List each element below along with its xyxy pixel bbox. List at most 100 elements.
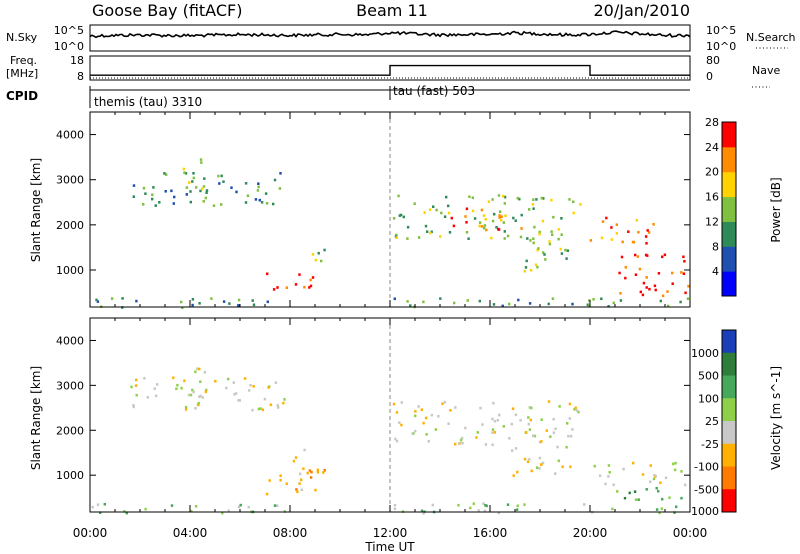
power-cell bbox=[532, 241, 535, 245]
power-cell bbox=[503, 202, 506, 205]
velocity-cell bbox=[658, 511, 661, 515]
power-cell bbox=[642, 281, 646, 285]
power-cell bbox=[432, 205, 435, 208]
velocity-cell bbox=[660, 507, 663, 510]
power-cell bbox=[311, 276, 315, 279]
velocity-colorbar-tick: -1000 bbox=[687, 505, 719, 518]
velocity-cell bbox=[545, 429, 548, 432]
power-cell bbox=[204, 196, 207, 200]
velocity-cell bbox=[530, 469, 533, 473]
power-cell bbox=[491, 219, 495, 223]
velocity-colorbar-swatch bbox=[722, 489, 736, 513]
freq-strip-frame bbox=[89, 55, 691, 81]
power-cell bbox=[588, 299, 591, 302]
velocity-cell bbox=[259, 407, 262, 410]
velocity-cell bbox=[184, 405, 188, 409]
velocity-cell bbox=[491, 428, 495, 431]
velocity-cell bbox=[668, 496, 671, 499]
velocity-cell bbox=[414, 414, 417, 418]
power-cell bbox=[272, 202, 275, 206]
velocity-colorbar-tick: 25 bbox=[705, 415, 719, 428]
velocity-cell bbox=[528, 406, 531, 409]
power-cell bbox=[484, 218, 487, 221]
velocity-cell bbox=[561, 465, 564, 469]
velocity-cell bbox=[434, 428, 438, 431]
power-colorbar-frame bbox=[721, 121, 737, 297]
velocity-cell bbox=[268, 479, 271, 482]
power-cell bbox=[548, 240, 551, 243]
power-cell bbox=[478, 221, 482, 224]
power-cell bbox=[447, 204, 450, 208]
power-cell bbox=[615, 232, 618, 235]
x-tick-label: 04:00 bbox=[173, 526, 208, 540]
velocity-cell bbox=[538, 440, 542, 444]
velocity-cell bbox=[491, 431, 494, 434]
power-cell bbox=[557, 228, 561, 231]
power-cell bbox=[661, 255, 664, 259]
velocity-cell bbox=[554, 472, 557, 475]
power-cell bbox=[110, 297, 114, 300]
velocity-cell bbox=[674, 461, 677, 465]
power-cell bbox=[550, 230, 553, 233]
power-cell bbox=[520, 213, 523, 217]
velocity-colorbar-tick: 500 bbox=[698, 370, 719, 383]
power-cell bbox=[202, 185, 206, 188]
freq-series-line bbox=[90, 64, 690, 76]
velocity-colorbar-tick: 1000 bbox=[691, 347, 719, 360]
power-cell bbox=[503, 195, 507, 199]
power-cell bbox=[465, 207, 469, 211]
power-cell bbox=[500, 218, 503, 222]
power-cell bbox=[648, 287, 651, 291]
power-cell bbox=[480, 225, 484, 228]
power-cell bbox=[537, 247, 540, 250]
velocity-cell bbox=[227, 509, 230, 513]
velocity-cell bbox=[528, 458, 531, 461]
velocity-cell bbox=[483, 509, 487, 513]
velocity-cell bbox=[457, 503, 460, 507]
power-cell bbox=[504, 214, 507, 217]
velocity-colorbar-swatch bbox=[722, 421, 736, 445]
velocity-cell bbox=[511, 449, 514, 452]
velocity-cell bbox=[634, 498, 638, 501]
power-cell bbox=[395, 233, 398, 237]
power-cell bbox=[191, 180, 194, 183]
velocity-cell bbox=[143, 376, 146, 380]
power-colorbar-tick: 20 bbox=[705, 166, 719, 179]
velocity-cell bbox=[569, 434, 573, 438]
velocity-ytick-label: 2000 bbox=[56, 424, 84, 437]
power-colorbar-swatch bbox=[722, 246, 736, 272]
power-cell bbox=[399, 213, 403, 217]
velocity-cell bbox=[316, 470, 320, 474]
power-cell bbox=[439, 297, 442, 300]
power-cell bbox=[560, 252, 564, 255]
power-cell bbox=[203, 177, 206, 180]
power-cell bbox=[528, 208, 531, 211]
velocity-cell bbox=[420, 509, 424, 513]
velocity-cell bbox=[441, 402, 444, 405]
power-cell bbox=[464, 215, 467, 218]
velocity-cell bbox=[527, 416, 530, 419]
power-cell bbox=[189, 200, 192, 204]
nsky-tick-bottom: 10^0 bbox=[54, 40, 84, 53]
freq-tick-top: 18 bbox=[70, 54, 84, 67]
power-cell bbox=[659, 299, 662, 303]
velocity-cell bbox=[655, 486, 658, 490]
power-cell bbox=[217, 174, 220, 178]
velocity-cell bbox=[201, 396, 204, 399]
power-cell bbox=[620, 255, 624, 259]
power-cell bbox=[163, 172, 166, 175]
velocity-cell bbox=[583, 503, 586, 506]
cpid-entry-0: themis (tau) 3310 bbox=[94, 95, 202, 109]
power-cell bbox=[237, 304, 240, 307]
velocity-cell bbox=[239, 503, 242, 507]
velocity-cell bbox=[552, 431, 556, 435]
power-cell bbox=[632, 240, 636, 244]
velocity-cell bbox=[654, 474, 657, 478]
velocity-cell bbox=[393, 503, 397, 507]
power-cell bbox=[610, 238, 613, 241]
velocity-cell bbox=[296, 490, 299, 494]
power-cell bbox=[490, 236, 493, 240]
velocity-cell bbox=[514, 447, 518, 450]
power-cell bbox=[429, 231, 432, 235]
